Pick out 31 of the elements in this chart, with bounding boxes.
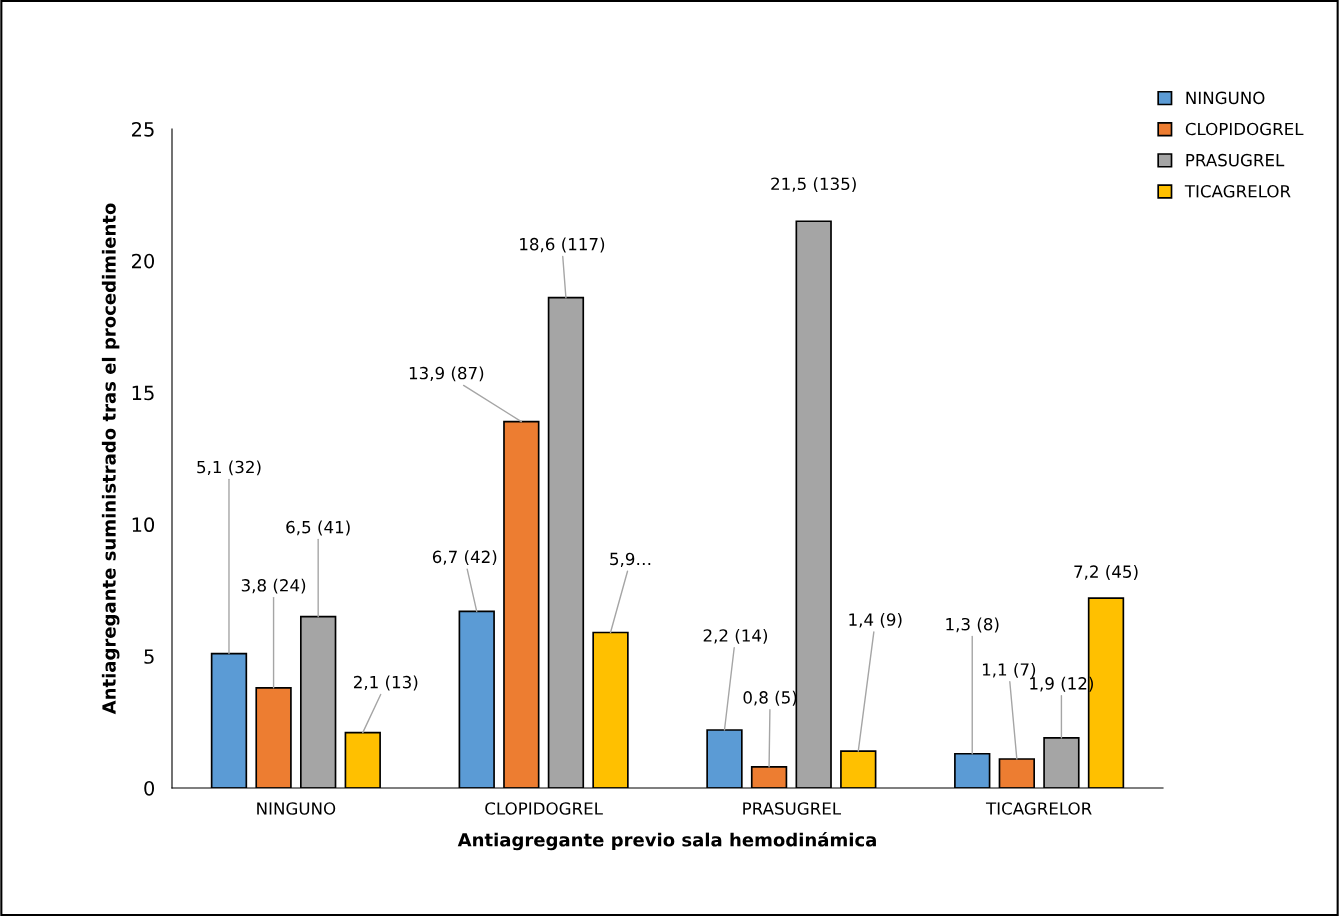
data-label: 2,1 (13)	[353, 675, 418, 691]
data-label: 13,9 (87)	[409, 366, 484, 382]
data-label: 0,8 (5)	[743, 690, 797, 706]
legend-label: PRASUGREL	[1186, 153, 1285, 167]
data-label: 3,8 (24)	[241, 578, 306, 594]
y-tick-label: 10	[132, 517, 155, 533]
y-tick-label: 20	[132, 253, 155, 269]
data-label: 6,7 (42)	[432, 550, 497, 566]
data-label: 6,5 (41)	[286, 520, 350, 536]
legend-label: TICAGRELOR	[1184, 184, 1291, 198]
y-tick-label: 5	[144, 649, 154, 664]
data-label: 18,6 (117)	[520, 237, 605, 253]
data-label: 7,2 (45)	[1074, 565, 1138, 580]
x-tick-label: NINGUNO	[257, 802, 336, 815]
x-tick-label: PRASUGREL	[743, 802, 842, 815]
legend-label: NINGUNO	[1186, 91, 1265, 105]
y-tick-label: 0	[144, 780, 155, 796]
legend-label: CLOPIDOGREL	[1185, 122, 1304, 136]
x-tick-label: TICAGRELOR	[985, 802, 1092, 815]
y-tick-label: 15	[132, 385, 154, 401]
data-label: 5,9…	[610, 552, 651, 567]
x-tick-label: CLOPIDOGREL	[485, 802, 603, 815]
data-label: 1,1 (7)	[982, 662, 1036, 678]
y-axis-title: Antiagregante suministrado tras el procedimiento	[101, 203, 120, 715]
y-tick-label: 25	[132, 121, 154, 137]
data-label: 1,4 (9)	[849, 612, 902, 628]
data-label: 1,3 (8)	[946, 617, 999, 633]
data-label: 5,1 (32)	[197, 460, 261, 476]
data-label: 2,2 (14)	[703, 628, 768, 644]
x-axis-title: Antiagregante previo sala hemodinámica	[457, 831, 876, 851]
data-label: 21,5 (135)	[771, 177, 856, 192]
